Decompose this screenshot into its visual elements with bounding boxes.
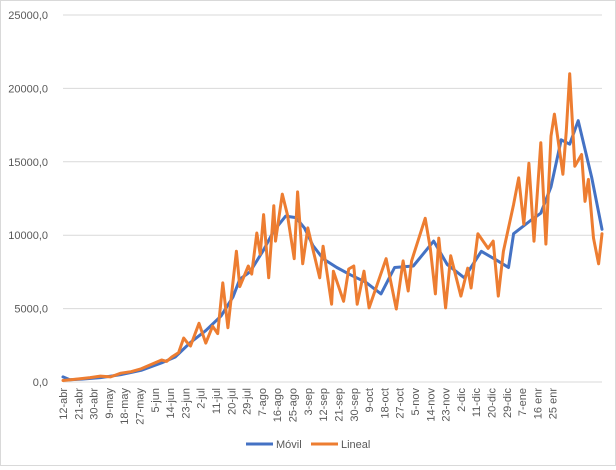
x-tick-label: 11-jul bbox=[211, 388, 223, 414]
x-tick-label: 5-nov bbox=[410, 388, 422, 416]
x-tick-label: 7-ene bbox=[517, 388, 529, 416]
x-tick-label: 30-sep bbox=[349, 388, 361, 422]
x-tick-label: 23-jun bbox=[180, 388, 192, 419]
x-tick-label: 25-ago bbox=[288, 388, 300, 422]
x-tick-label: 16 enr bbox=[532, 388, 544, 420]
x-tick-label: 25 enr bbox=[548, 388, 560, 420]
legend-label-lineal: Lineal bbox=[341, 439, 370, 451]
x-tick-label: 21-sep bbox=[333, 388, 345, 422]
y-tick-label: 20000,0 bbox=[8, 83, 48, 95]
x-tick-label: 11-dic bbox=[471, 388, 483, 418]
x-axis-labels: 12-abr 21-abr 30-abr 9-may 18-may 27-may 5-jun… bbox=[58, 388, 560, 425]
gridlines bbox=[63, 14, 602, 383]
y-tick-label: 5000,0 bbox=[14, 304, 48, 316]
x-tick-label: 27-may bbox=[135, 388, 147, 425]
x-tick-label: 2-jul bbox=[196, 388, 208, 409]
x-tick-label: 29-jul bbox=[242, 388, 254, 415]
x-tick-label: 7-ago bbox=[257, 388, 269, 416]
x-tick-label: 23-nov bbox=[441, 388, 453, 422]
series-line-lineal bbox=[61, 72, 604, 382]
x-tick-label: 16-ago bbox=[272, 388, 284, 422]
y-tick-label: 10000,0 bbox=[8, 230, 48, 242]
x-tick-label: 20-jul bbox=[226, 388, 238, 415]
x-tick-label: 20-dic bbox=[486, 388, 498, 418]
x-tick-label: 12-abr bbox=[58, 388, 70, 420]
x-tick-label: 14-nov bbox=[425, 388, 437, 422]
legend-label-movil: Móvil bbox=[276, 439, 302, 451]
x-tick-label: 9-may bbox=[104, 388, 116, 419]
x-tick-label: 2-dic bbox=[456, 388, 468, 412]
x-tick-label: 5-jun bbox=[150, 388, 162, 412]
x-tick-label: 18-may bbox=[119, 388, 131, 425]
x-tick-label: 27-oct bbox=[395, 388, 407, 419]
legend: Móvil Lineal bbox=[246, 439, 370, 451]
x-tick-label: 9-oct bbox=[364, 388, 376, 412]
x-tick-label: 14-jun bbox=[165, 388, 177, 419]
x-tick-label: 30-abr bbox=[89, 388, 101, 420]
x-tick-label: 12-sep bbox=[318, 388, 330, 422]
y-tick-label: 25000,0 bbox=[8, 10, 48, 22]
y-tick-label: 0,0 bbox=[33, 377, 48, 389]
y-tick-label: 15000,0 bbox=[8, 157, 48, 169]
series-line-movil bbox=[61, 119, 604, 382]
x-tick-label: 3-sep bbox=[303, 388, 315, 416]
x-tick-label: 29-dic bbox=[502, 388, 514, 418]
y-axis-labels: 0,0 5000,0 10000,0 15000,0 20000,0 25000,0 bbox=[8, 10, 48, 389]
series-lines bbox=[61, 72, 604, 382]
x-tick-label: 18-oct bbox=[379, 388, 391, 419]
x-tick-label: 21-abr bbox=[73, 388, 85, 420]
